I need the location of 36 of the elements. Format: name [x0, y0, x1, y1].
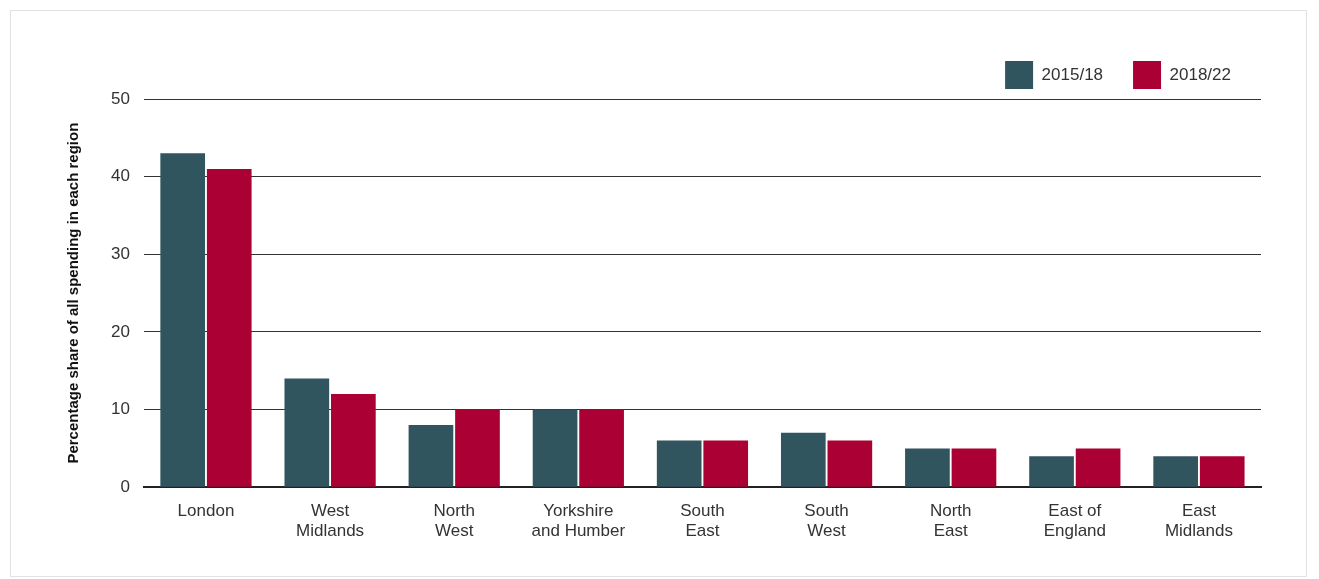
bar	[532, 409, 578, 487]
y-tick-label: 20	[110, 321, 130, 341]
bar	[656, 440, 702, 487]
legend-label: 2018/22	[1169, 64, 1231, 84]
y-tick-label: 30	[110, 243, 130, 263]
x-tick-label: West Midlands	[296, 501, 365, 541]
bar	[1199, 456, 1245, 487]
x-tick-label: Yorkshire and Humber	[531, 501, 626, 541]
bar	[1075, 448, 1121, 487]
legend-label: 2015/18	[1041, 64, 1104, 84]
x-tick-label: East Midlands	[1164, 501, 1233, 541]
bar	[284, 378, 330, 487]
x-tick-label: South West	[804, 501, 849, 541]
bar	[780, 432, 826, 487]
bar	[827, 440, 873, 487]
bar	[408, 425, 454, 487]
bar	[951, 448, 997, 487]
bar	[206, 168, 252, 487]
y-axis-title: Percentage share of all spending in each region	[64, 122, 82, 464]
bar	[455, 409, 500, 487]
x-tick-label: South East	[680, 501, 725, 541]
y-tick-label: 0	[120, 476, 130, 496]
bar	[1153, 456, 1199, 487]
x-tick-label: North East	[929, 501, 972, 541]
bar	[905, 448, 950, 487]
bar	[579, 409, 624, 487]
y-tick-label: 40	[110, 166, 130, 186]
bar	[703, 440, 749, 487]
x-tick-label: London	[177, 501, 235, 521]
y-tick-label: 50	[110, 88, 130, 108]
x-tick-label: East of England	[1043, 501, 1107, 541]
x-tick-label: North West	[433, 501, 475, 541]
bar	[1029, 456, 1074, 487]
bar	[160, 153, 206, 487]
bar	[331, 394, 376, 487]
y-tick-label: 10	[110, 399, 130, 419]
